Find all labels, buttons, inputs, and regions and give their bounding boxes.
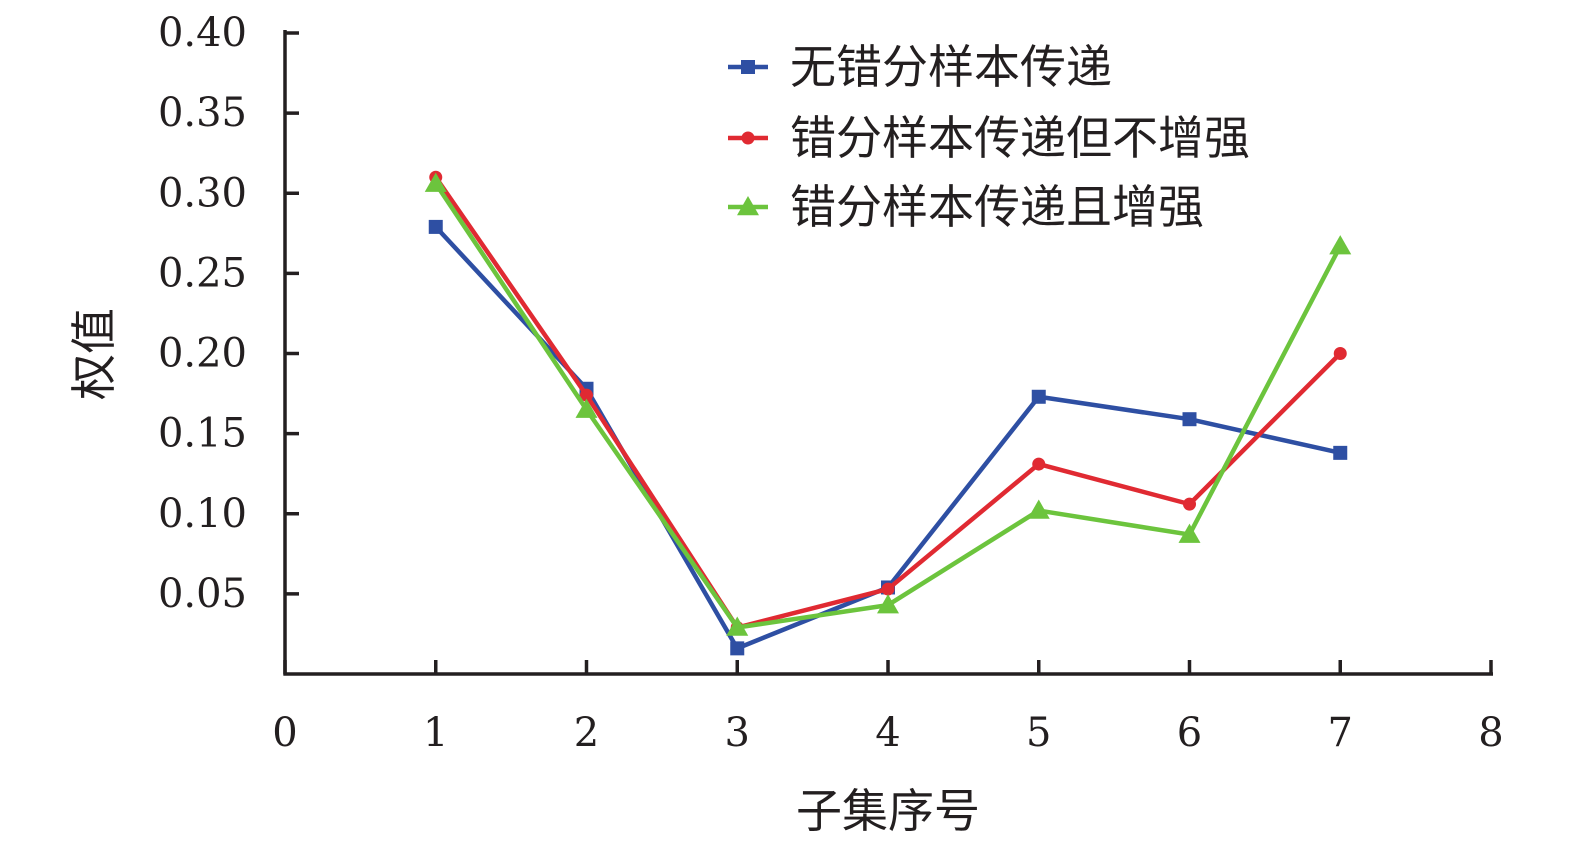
series-2: [429, 170, 1347, 635]
y-tick-label: 0.35: [158, 90, 247, 136]
series-lines: [424, 170, 1352, 656]
legend-swatch-marker: [737, 196, 759, 216]
data-point: [1183, 497, 1196, 511]
data-point: [424, 172, 447, 192]
legend-item: 错分样本传递但不增强: [728, 111, 1250, 165]
x-tick-label: 3: [725, 710, 750, 756]
data-point: [877, 594, 899, 614]
x-tick-label: 1: [423, 710, 448, 756]
data-point: [1329, 235, 1352, 255]
series-line: [433, 182, 1343, 630]
data-point: [1032, 457, 1046, 471]
y-tick-label: 0.10: [158, 491, 247, 537]
data-point: [1178, 523, 1201, 543]
y-tick-label: 0.40: [158, 10, 247, 56]
data-point: [726, 616, 749, 636]
y-tick-label: 0.30: [158, 170, 247, 216]
y-tick-label: 0.25: [158, 250, 247, 296]
data-point: [881, 582, 895, 596]
series-line: [433, 175, 1342, 630]
data-point: [1182, 412, 1197, 427]
data-point: [428, 219, 443, 234]
data-point: [730, 641, 745, 656]
data-point: [1031, 389, 1046, 404]
x-tick-label: 0: [272, 710, 297, 756]
x-tick-label: 4: [875, 710, 900, 756]
legend-label: 错分样本传递且增强: [790, 180, 1204, 234]
x-tick-label: 2: [574, 710, 599, 756]
series-3: [424, 172, 1352, 636]
data-point: [1027, 499, 1050, 519]
y-tick-label: 0.05: [158, 571, 247, 617]
legend-swatch-marker: [741, 131, 755, 145]
tick-labels: 0 1 2 3 4 5 6 7 8 0.05 0.10 0.15 0.20 0.25 0.30 0.35 0.4…: [158, 10, 1504, 756]
y-tick-label: 0.20: [158, 331, 247, 377]
x-tick-label: 5: [1026, 710, 1051, 756]
y-axis-title: 权值: [67, 308, 121, 400]
axes: [283, 30, 1493, 676]
legend-item: 无错分样本传递: [728, 40, 1112, 94]
legend-label: 错分样本传递但不增强: [790, 111, 1250, 165]
x-tick-label: 7: [1328, 710, 1353, 756]
x-axis-title: 子集序号: [796, 784, 980, 838]
x-tick-label: 8: [1478, 710, 1503, 756]
legend-swatch-marker: [741, 60, 755, 74]
data-point: [1333, 445, 1348, 460]
data-point: [580, 388, 593, 402]
legend-item: 错分样本传递且增强: [728, 180, 1204, 234]
data-point: [575, 398, 598, 418]
legend-label: 无错分样本传递: [790, 40, 1112, 94]
x-tick-label: 6: [1177, 710, 1202, 756]
y-tick-label: 0.15: [158, 411, 247, 457]
data-point: [1333, 347, 1347, 360]
